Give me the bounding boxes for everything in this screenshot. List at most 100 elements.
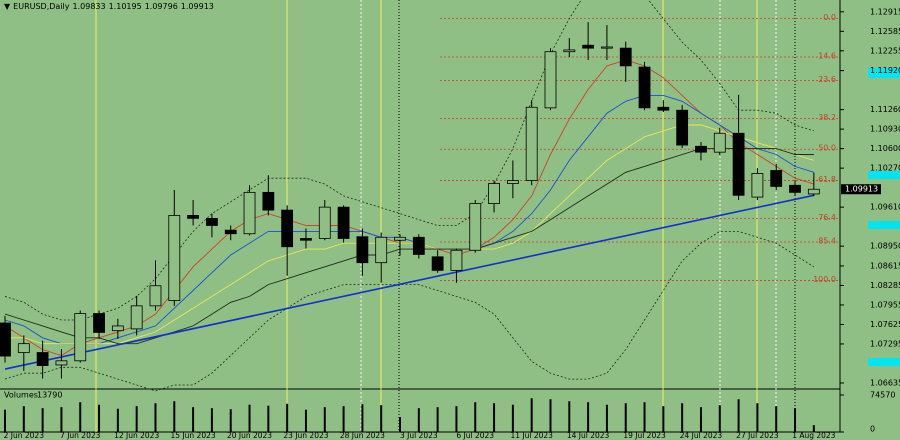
x-tick-label: 11 Jul 2023 [510, 431, 553, 440]
candle-body [375, 236, 388, 264]
band-lower [4, 230, 815, 392]
candle-body [224, 229, 237, 235]
x-tick-label: 28 Jun 2023 [340, 431, 385, 440]
candle-body [93, 313, 105, 333]
level-highlight [868, 358, 900, 366]
y-tick-label: 1.10930 [870, 125, 900, 134]
candle-body [300, 238, 312, 241]
candle-body [206, 217, 218, 226]
candle-body [525, 106, 538, 181]
level-highlight [868, 221, 900, 229]
candle-body [130, 305, 143, 330]
y-tick-label: 1.12915 [870, 7, 900, 16]
candle-body [563, 49, 576, 53]
y-tick-label: 1.12585 [870, 27, 900, 36]
candle-body [262, 191, 275, 211]
current-price-box [841, 184, 881, 195]
candle-body [789, 184, 801, 193]
fib-label: 100.0 [813, 275, 836, 284]
x-tick-label: 15 Jun 2023 [171, 431, 216, 440]
x-tick-label: 24 Jul 2023 [680, 431, 723, 440]
candle-body [187, 215, 200, 219]
fib-label: 14.6 [818, 52, 836, 61]
candle-body [356, 236, 369, 264]
y-tick-label: 1.10270 [870, 164, 900, 173]
candle-body [638, 66, 651, 109]
x-tick-label: 7 Jun 2023 [60, 431, 101, 440]
y-tick-label: 1.07955 [870, 300, 900, 309]
level-highlight [868, 171, 900, 179]
fib-label: 38.2 [818, 113, 836, 122]
x-tick-label: 20 Jun 2023 [227, 431, 272, 440]
candle-body [582, 44, 595, 49]
volume-title: Volumes [4, 391, 38, 400]
candle-body [619, 47, 632, 67]
candle-body [469, 203, 482, 251]
y-tick-label: 1.09610 [870, 203, 900, 212]
y-tick-label: 1.11920 [870, 66, 900, 75]
y-tick-label: 1.12255 [870, 46, 900, 55]
band-upper [4, 0, 814, 321]
candle-body [168, 215, 181, 301]
candle-body [713, 132, 726, 153]
candle-body [17, 343, 30, 353]
x-tick-label: 23 Jun 2023 [283, 431, 328, 440]
candle-body [450, 249, 463, 271]
y-tick-label: 1.06635 [870, 378, 900, 387]
moving-average [4, 94, 814, 345]
x-tick-label: 2 Jun 2023 [4, 431, 45, 440]
candle-body [243, 191, 256, 235]
candle-body [506, 180, 519, 184]
volume-tick-label: 74570 [870, 391, 895, 400]
level-highlight [868, 68, 900, 78]
candle-body [431, 256, 444, 271]
fib-label: 23.6 [818, 75, 836, 84]
moving-average [4, 148, 814, 345]
y-tick-label: 1.07295 [870, 339, 900, 348]
candle-body [149, 285, 162, 307]
candle-body [74, 313, 87, 362]
y-tick-label: 1.08285 [870, 281, 900, 290]
candle-body [55, 360, 68, 366]
candle-body [281, 209, 294, 248]
header: ▼ EURUSD,Daily 1.09833 1.10195 1.09796 1.0991… [4, 2, 217, 11]
symbol: EURUSD,Daily [13, 2, 70, 11]
candle-body [676, 109, 689, 146]
candle-body [0, 322, 11, 357]
candle-body [695, 145, 707, 153]
candle-body [732, 132, 745, 196]
candle-body [337, 206, 350, 239]
close-value: 1.09913 [180, 2, 214, 11]
fib-label: 61.8 [818, 175, 836, 184]
x-tick-label: 3 Jul 2023 [400, 431, 438, 440]
candle-body [657, 106, 670, 111]
x-tick-label: 6 Jul 2023 [456, 431, 494, 440]
y-tick-label: 1.11260 [870, 105, 900, 114]
candle-body [394, 236, 406, 241]
candle-body [36, 352, 49, 366]
menu-arrow: ▼ [4, 2, 11, 11]
trendline [4, 194, 814, 370]
x-tick-label: 19 Jul 2023 [623, 431, 666, 440]
fib-label: 50.0 [818, 144, 836, 153]
candle-body [751, 173, 764, 198]
candle-body [807, 188, 820, 195]
x-tick-label: 12 Jun 2023 [114, 431, 159, 440]
y-tick-label: 1.08950 [870, 242, 900, 251]
y-tick-label: 1.08615 [870, 261, 900, 270]
current-price-label: 1.09913 [845, 185, 878, 194]
volume-tick-label: 0 [870, 425, 875, 434]
candle-body [601, 46, 613, 49]
x-tick-label: 14 Jul 2023 [567, 431, 610, 440]
candle-body [544, 51, 557, 109]
candle-body [412, 236, 425, 255]
candle-body [488, 183, 500, 204]
fib-label: 85.4 [818, 237, 836, 246]
fib-label: 0.0 [823, 13, 836, 22]
candle-body [111, 325, 124, 332]
fib-label: 76.4 [818, 213, 836, 222]
open-value: 1.09833 [72, 2, 106, 11]
